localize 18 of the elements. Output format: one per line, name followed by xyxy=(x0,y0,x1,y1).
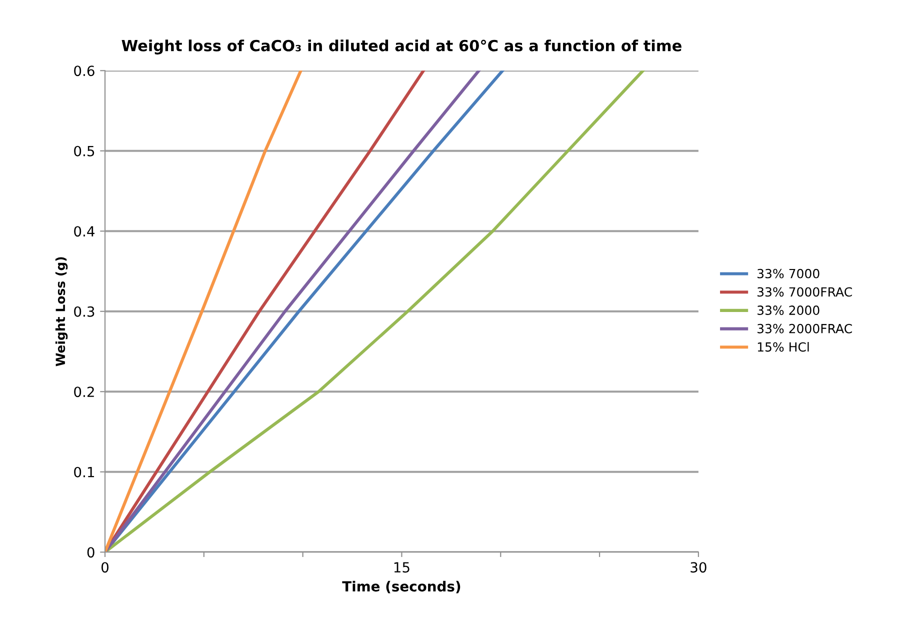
legend-label: 15% HCl xyxy=(758,342,809,352)
legend-label: 33% 2000 xyxy=(758,306,820,315)
y-axis-title: Weight Loss (g) xyxy=(55,257,68,366)
chart-title: Weight loss of CaCO₃ in diluted acid at 60°C as a function of time xyxy=(122,40,682,54)
y-tick-label: 0.6 xyxy=(74,66,94,76)
legend-label: 33% 7000FRAC xyxy=(758,287,852,297)
x-axis-title: Time (seconds) xyxy=(342,580,460,594)
y-tick-label: 0.2 xyxy=(74,386,94,398)
y-tick-label: 0.1 xyxy=(74,466,94,478)
x-tick-label: 0 xyxy=(101,562,108,573)
y-tick-label: 0.5 xyxy=(74,146,94,156)
legend-label: 33% 2000FRAC xyxy=(758,324,852,334)
x-tick-label: 30 xyxy=(690,562,706,573)
y-tick-label: 0.4 xyxy=(74,226,94,237)
legend-label: 33% 7000 xyxy=(758,268,820,278)
x-tick-label: 15 xyxy=(394,562,410,573)
y-tick-label: 0 xyxy=(87,547,94,558)
y-tick-label: 0.3 xyxy=(74,306,94,317)
